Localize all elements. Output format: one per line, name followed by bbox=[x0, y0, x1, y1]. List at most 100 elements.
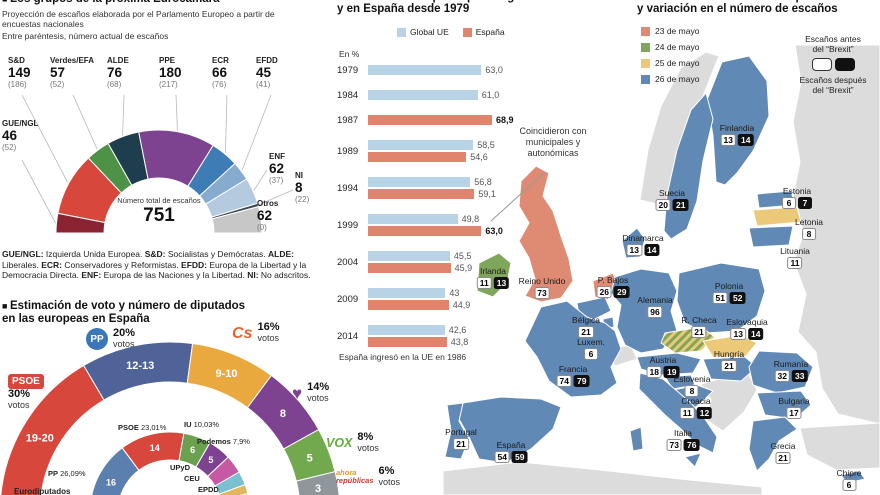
group-current-seats: (52) bbox=[2, 143, 17, 152]
footnote-desc: Liberales. bbox=[2, 259, 42, 270]
map-title-line1: El día de la elección en cada país bbox=[637, 0, 819, 3]
map-label-Bélgica: Bélgica 21 bbox=[572, 315, 600, 338]
leader-line-ECR bbox=[225, 94, 228, 153]
country-name: Bélgica bbox=[572, 315, 600, 325]
country-name: Chipre bbox=[836, 468, 862, 478]
map-label-Croacia: Croacia 11 12 bbox=[679, 396, 713, 419]
country-name: Luxem. bbox=[577, 337, 605, 347]
eu-total-label: Número total de escaños bbox=[117, 196, 201, 205]
bar-value: 63,0 bbox=[485, 64, 503, 75]
footnote-desc: Europa de la Libertad y la Democracia Di… bbox=[2, 259, 307, 281]
group-name: Verdes/EFA bbox=[50, 56, 95, 65]
label-2014-pp: PP 26,09% bbox=[48, 469, 86, 478]
map-legend-26 de mayo: 26 de mayo bbox=[641, 74, 699, 84]
seats-before-badge: 26 bbox=[596, 286, 612, 298]
group-current-seats: (68) bbox=[107, 80, 122, 89]
map-date-legend: 23 de mayo 24 de mayo 25 de mayo 26 de mayo bbox=[641, 26, 699, 90]
footnote-term: GUE/NGL: bbox=[2, 249, 46, 259]
legend-item-Global UE: Global UE bbox=[397, 27, 449, 37]
country-grecia bbox=[748, 416, 798, 472]
seats-after-badge: 76 bbox=[684, 439, 700, 451]
spain-title: Estimación de voto y número de diputados… bbox=[2, 300, 245, 325]
seats-before-badge: 96 bbox=[647, 306, 663, 318]
map-label-Luxem.: Luxem. 6 bbox=[577, 337, 605, 360]
seats-before-badge: 54 bbox=[494, 451, 510, 463]
votos-word: votos bbox=[257, 333, 279, 343]
unit-label: En % bbox=[339, 49, 360, 59]
eu-group-label-NI: NI 8 (22) bbox=[295, 171, 309, 205]
group-seats: 57 bbox=[50, 65, 66, 80]
bar bbox=[368, 336, 447, 347]
footnote-term: EFDD: bbox=[181, 259, 210, 270]
group-current-seats: (37) bbox=[269, 176, 284, 185]
label-vox-2019: VOX 8% votos bbox=[326, 432, 379, 454]
map-legend-23 de mayo: 23 de mayo bbox=[641, 26, 699, 36]
eu-total-block: Número total de escaños 751 bbox=[117, 196, 200, 227]
map-label-Austria: Austria 18 19 bbox=[646, 355, 680, 378]
map-label-Finlandia: Finlandia 13 14 bbox=[720, 123, 754, 146]
legend-swatch bbox=[641, 58, 650, 68]
country-badges: 8 bbox=[795, 228, 823, 240]
bar-row-1989: 1989 58,5 54,6 bbox=[337, 139, 514, 163]
land-turkey bbox=[799, 422, 880, 471]
map-label-P. Bajos: P. Bajos 26 29 bbox=[596, 275, 630, 298]
country-badges: 17 bbox=[778, 407, 809, 419]
label-ahora-republicas-2019: ahora repúblicas 6% votos bbox=[336, 466, 400, 488]
country-name: Portugal bbox=[445, 427, 477, 437]
country-badges: 21 bbox=[572, 326, 600, 338]
legend-label: 24 de mayo bbox=[655, 42, 700, 52]
map-label-Rumanía: Rumanía 32 33 bbox=[774, 359, 808, 382]
map-title-line2: y variación en el número de escaños bbox=[637, 3, 838, 15]
section-bullet-icon bbox=[2, 300, 10, 312]
country-badges: 18 19 bbox=[646, 366, 680, 378]
map-label-Reino Unido: Reino Unido 73 bbox=[519, 276, 566, 299]
before-brexit-pill-icon bbox=[811, 58, 832, 71]
group-seats: 8 bbox=[295, 180, 303, 195]
section-spain-estimate: Estimación de voto y número de diputados… bbox=[0, 298, 430, 495]
es2019-segment-Ahora Repúblicas bbox=[295, 471, 340, 495]
seats-before-badge: 21 bbox=[578, 326, 594, 338]
legend-swatch bbox=[641, 74, 650, 84]
seats-after-badge: 21 bbox=[673, 199, 689, 211]
map-label-Grecia: Grecia 21 bbox=[770, 441, 796, 464]
seats-before-badge: 13 bbox=[720, 134, 736, 146]
legend-swatch bbox=[641, 26, 650, 36]
map-label-R. Checa: R. Checa 21 bbox=[681, 315, 717, 338]
bar-value: 43,8 bbox=[450, 336, 469, 347]
seats-after-badge: 29 bbox=[614, 286, 630, 298]
eu-countries bbox=[444, 55, 866, 484]
section-eu-groups: Los grupos de la próxima Eurocámara Proy… bbox=[0, 0, 332, 300]
bar bbox=[368, 151, 467, 162]
country-name: Letonia bbox=[795, 217, 823, 227]
bar-value: 44,9 bbox=[452, 299, 471, 310]
year-label: 1987 bbox=[337, 114, 359, 126]
group-current-seats: (52) bbox=[50, 80, 65, 89]
psoe-logo: PSOE bbox=[8, 374, 44, 389]
bar-row-1984: 1984 61,0 bbox=[337, 89, 514, 101]
country-badges: 13 14 bbox=[726, 328, 768, 340]
country-badges: 73 76 bbox=[666, 439, 700, 451]
seats-before-badge: 21 bbox=[775, 452, 791, 464]
country-finlandia bbox=[706, 55, 770, 186]
group-seats: 149 bbox=[8, 65, 31, 80]
seats-before-badge: 21 bbox=[691, 326, 707, 338]
country-badges: 73 bbox=[519, 287, 566, 299]
legend-label: 26 de mayo bbox=[655, 74, 700, 84]
seats-before-badge: 8 bbox=[684, 385, 699, 397]
footnote-desc: Conservadores y Reformistas. bbox=[64, 259, 182, 270]
seats-after-badge: 52 bbox=[730, 292, 746, 304]
bar-row-1987: 1987 68,9 bbox=[337, 114, 514, 126]
bar-line: 45,5 bbox=[368, 250, 472, 261]
country-badges: 6 bbox=[836, 479, 861, 491]
podemos-votes: 14% bbox=[307, 381, 330, 393]
legend-label: España bbox=[475, 27, 505, 37]
annotation-line2: municipales y bbox=[525, 137, 581, 147]
participation-bars: 1979 63,0 1984 61,0 1987 68,9 1989 58,5 54,6 1994… bbox=[337, 64, 514, 361]
bar-line: 58,5 bbox=[368, 139, 495, 150]
footnote-term: S&D: bbox=[144, 249, 168, 259]
footnote-term: NI: bbox=[247, 270, 261, 280]
map-label-Lituania: Lituania 11 bbox=[780, 246, 810, 269]
es2019-seats-Ahora Repúblicas: 3 bbox=[315, 483, 321, 495]
seats-before-badge: 11 bbox=[476, 277, 492, 289]
leader-line-Otros bbox=[254, 215, 263, 220]
